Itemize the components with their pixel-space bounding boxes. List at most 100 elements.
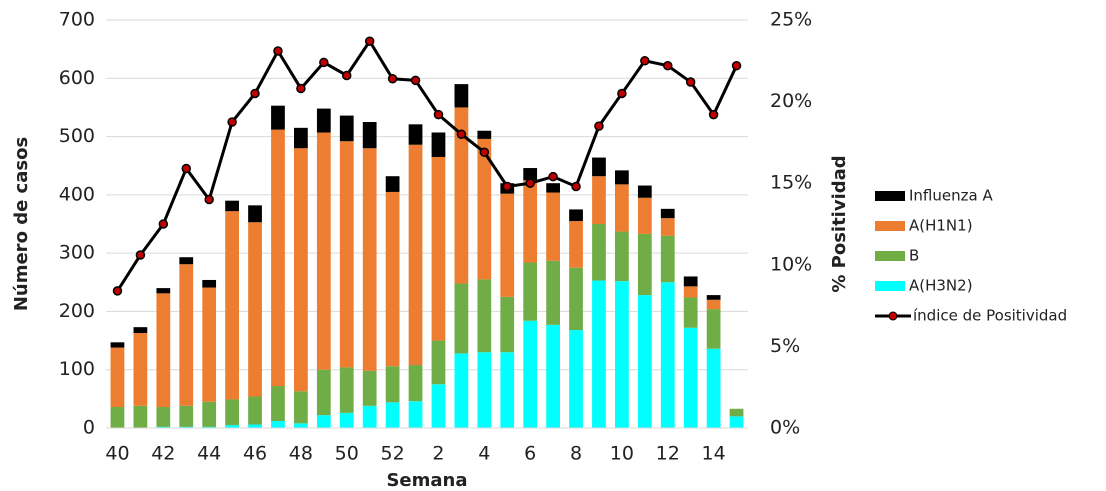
legend-label: A(H3N2) xyxy=(909,277,973,295)
bar-segment xyxy=(316,132,331,370)
legend-label: B xyxy=(909,247,919,265)
bar-segment xyxy=(316,415,331,428)
bar-segment xyxy=(156,293,171,408)
bar-segment xyxy=(592,280,606,428)
marker xyxy=(640,56,650,66)
y2-tick-label: 20% xyxy=(770,90,812,112)
bar-segment xyxy=(248,424,262,428)
bar-segment xyxy=(683,276,698,287)
bar-segment xyxy=(477,352,492,428)
marker xyxy=(364,36,375,46)
bar-segment xyxy=(706,309,721,349)
bar-segment xyxy=(225,211,239,400)
bar-segment xyxy=(500,352,515,428)
bar-segment xyxy=(362,370,377,406)
bar-segment xyxy=(660,282,675,428)
legend-label: índice de Positividad xyxy=(913,307,1067,325)
bar-segment xyxy=(294,127,308,149)
bar-segment xyxy=(569,267,583,331)
bar-segment xyxy=(271,129,285,387)
bar-segment xyxy=(683,327,698,428)
x-tick-label: 14 xyxy=(702,443,726,465)
bar-segment xyxy=(500,193,515,297)
bar-segment xyxy=(477,279,492,353)
bar-segment xyxy=(615,184,629,232)
bar-segment xyxy=(706,295,721,300)
bar-segment xyxy=(637,233,652,296)
marker xyxy=(387,74,398,84)
y2-tick-label: 10% xyxy=(770,253,812,275)
bar-segment xyxy=(385,191,400,367)
legend-key xyxy=(875,221,905,231)
marker xyxy=(731,60,742,71)
bar-segment xyxy=(110,407,125,428)
bar-segment xyxy=(523,262,538,321)
x-tick-label: 50 xyxy=(335,443,359,465)
marker xyxy=(319,57,329,68)
bar-segment xyxy=(592,224,606,281)
bar-segment xyxy=(729,408,744,417)
bar-segment xyxy=(362,122,377,149)
bar-segment xyxy=(294,148,308,392)
bar-segment xyxy=(179,257,194,265)
marker xyxy=(135,250,146,260)
y2-axis-title: % Positividad xyxy=(829,155,850,292)
bar-segment xyxy=(339,367,354,413)
y-tick-label: 600 xyxy=(59,67,95,89)
bar-segment xyxy=(706,348,721,428)
bar-segment xyxy=(248,205,262,223)
marker xyxy=(502,181,512,192)
bar-segment xyxy=(271,421,285,428)
bar-segment xyxy=(225,425,239,428)
bar-segment xyxy=(431,340,446,385)
x-tick-label: 46 xyxy=(243,443,267,465)
bar-segment xyxy=(683,297,698,328)
marker xyxy=(433,109,444,120)
marker xyxy=(685,77,696,87)
y-tick-label: 100 xyxy=(59,358,95,380)
bar-segment xyxy=(408,124,423,145)
y-tick-label: 300 xyxy=(59,242,95,264)
y2-tick-label: 15% xyxy=(770,172,812,194)
y-axis-title: Número de casos xyxy=(11,137,32,311)
bar-segment xyxy=(660,218,675,236)
bar-segment xyxy=(202,401,217,427)
bar-segment xyxy=(546,324,560,428)
marker xyxy=(594,121,604,131)
marker xyxy=(204,194,214,205)
bar-segment xyxy=(592,176,606,224)
bar-segment xyxy=(316,369,331,416)
bar-segment xyxy=(454,353,469,428)
marker xyxy=(342,70,352,81)
bar-segment xyxy=(592,157,606,177)
legend-key xyxy=(875,281,905,291)
bar-segment xyxy=(133,405,148,428)
marker xyxy=(158,219,169,229)
bar-segment xyxy=(248,396,262,425)
x-tick-label: 12 xyxy=(656,443,680,465)
bar-segment xyxy=(339,412,354,428)
bar-segment xyxy=(316,108,331,133)
marker xyxy=(708,109,719,120)
bar-segment xyxy=(202,426,217,428)
bar-segment xyxy=(477,138,492,280)
bar-segment xyxy=(408,401,423,428)
bar-segment xyxy=(546,183,560,193)
bar-segment xyxy=(660,235,675,283)
x-tick-label: 4 xyxy=(478,443,490,465)
marker xyxy=(296,83,306,94)
bar-segment xyxy=(615,170,629,185)
bar-segment xyxy=(110,347,125,408)
y-tick-label: 500 xyxy=(59,125,95,147)
line xyxy=(116,38,738,292)
marker xyxy=(456,129,467,139)
bar-segment xyxy=(202,279,217,288)
marker xyxy=(112,286,123,296)
bar-segment xyxy=(385,366,400,403)
legend-key xyxy=(875,191,905,201)
marker xyxy=(479,147,490,157)
bar-segment xyxy=(156,407,171,427)
bar-segment xyxy=(454,107,469,284)
legend-label: Influenza A xyxy=(909,187,993,205)
marker xyxy=(548,171,558,182)
